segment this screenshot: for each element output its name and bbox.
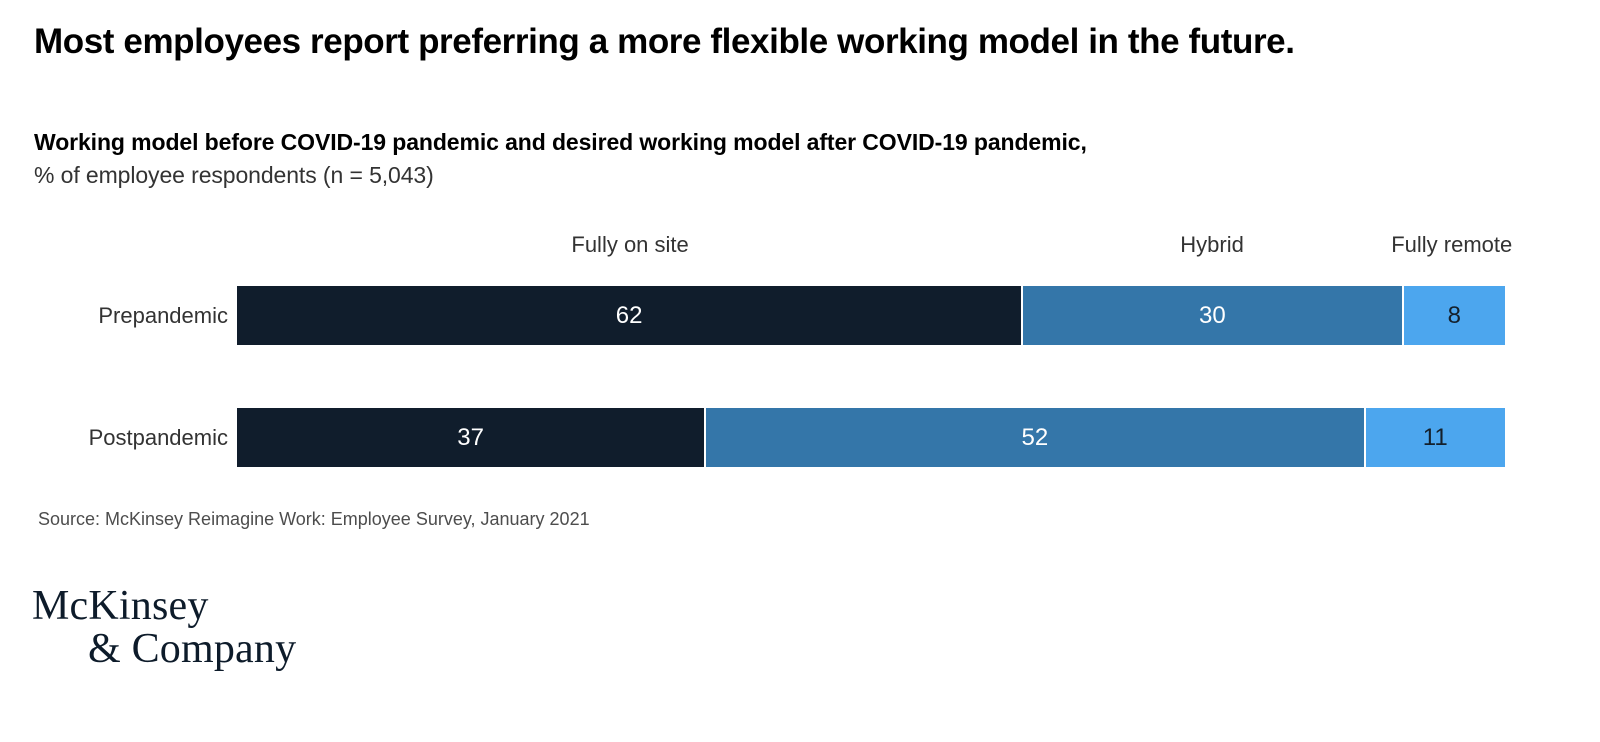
chart-row: Prepandemic 62 30 8 [0,286,1600,345]
bar-segment-fully-remote[interactable]: 8 [1403,286,1505,345]
stacked-bar: 62 30 8 [237,286,1505,345]
row-label-postpandemic: Postpandemic [88,424,228,450]
bar-segment-fully-on-site[interactable]: 62 [237,286,1024,345]
stacked-bar: 37 52 11 [237,408,1505,467]
bar-value-label: 52 [1021,423,1049,451]
page-title: Most employees report preferring a more … [34,22,1295,61]
chart-subtitle: Working model before COVID-19 pandemic a… [34,126,1574,191]
legend-label-hybrid: Hybrid [1180,232,1244,257]
logo-line-2: & Company [88,625,297,672]
bar-segment-fully-on-site[interactable]: 37 [237,408,707,467]
logo-line-1: McKinsey [32,583,209,629]
bar-value-label: 11 [1422,423,1448,451]
chart-row: Postpandemic 37 52 11 [0,408,1600,467]
row-label-prepandemic: Prepandemic [98,302,228,328]
source-note: Source: McKinsey Reimagine Work: Employe… [38,509,590,529]
bar-segment-hybrid[interactable]: 30 [1023,286,1404,345]
mckinsey-logo: McKinsey & Company [32,585,332,671]
bar-segment-hybrid[interactable]: 52 [706,408,1366,467]
bar-value-label: 30 [1199,301,1226,329]
legend-label-fully-on-site: Fully on site [571,232,689,257]
bar-segment-fully-remote[interactable]: 11 [1365,408,1505,467]
legend-label-fully-remote: Fully remote [1391,232,1513,257]
chart-subtitle-line-1: Working model before COVID-19 pandemic a… [34,129,1087,155]
bar-value-label: 37 [457,423,484,451]
chart-subtitle-line-2: % of employee respondents (n = 5,043) [34,161,434,188]
bar-value-label: 8 [1447,301,1461,329]
bar-value-label: 62 [615,301,643,329]
